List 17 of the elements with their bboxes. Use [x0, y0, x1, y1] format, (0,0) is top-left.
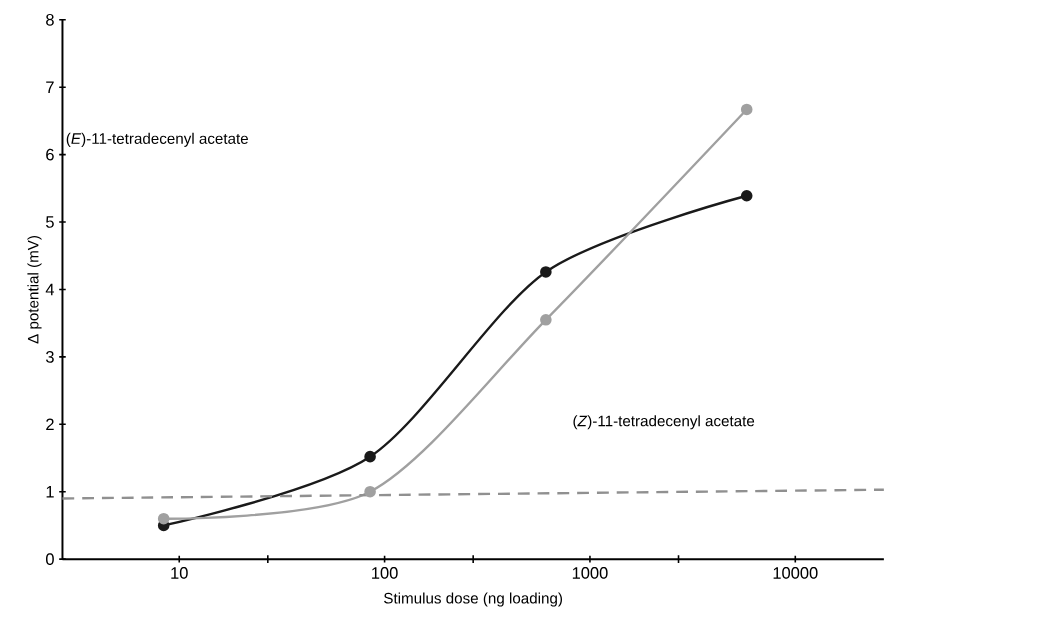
y-tick-label: 8	[46, 13, 54, 26]
annotation: (Z)-11-tetradecenyl acetate	[573, 414, 755, 430]
y-tick-label: 3	[45, 350, 54, 363]
y-tick-label: 4	[45, 283, 55, 295]
annotation: (E)-11-tetradecenyl acetate	[66, 132, 248, 147]
y-tick-label: 5	[46, 216, 54, 228]
y-tick-label: 2	[46, 418, 54, 430]
y-tick-label: 7	[46, 81, 54, 93]
x-tick-label: 100	[372, 566, 398, 579]
x-axis-title: Stimulus dose (ng loading)	[384, 592, 563, 607]
x-tick-label: 10000	[773, 566, 818, 579]
y-tick-label: 0	[46, 553, 54, 565]
y-axis-title: Δ potential (mV)	[27, 235, 42, 344]
y-tick-label: 1	[46, 485, 54, 498]
x-tick-label: 10	[171, 566, 188, 579]
x-tick-label: 1000	[572, 566, 608, 579]
y-tick-label: 6	[46, 148, 54, 161]
